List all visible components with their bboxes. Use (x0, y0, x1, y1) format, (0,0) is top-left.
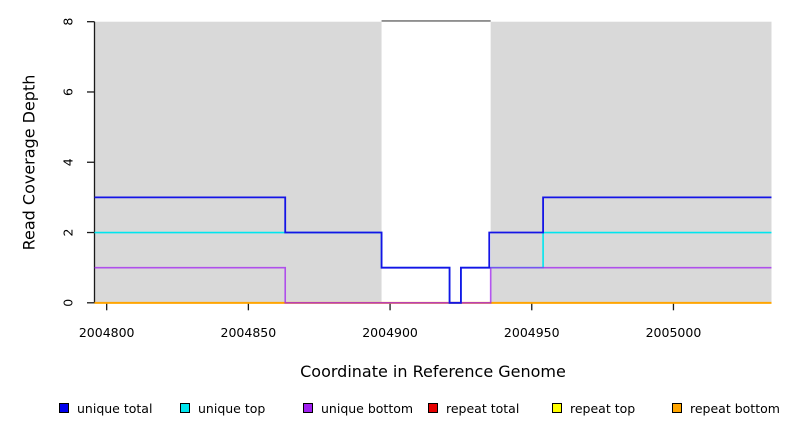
legend-label-repeat-total: repeat total (446, 400, 520, 416)
legend-item-unique-bottom: unique bottom (303, 398, 413, 418)
legend-label-unique-bottom: unique bottom (321, 400, 414, 416)
legend-item-unique-top: unique top (180, 398, 265, 418)
legend-label-repeat-bottom: repeat bottom (690, 400, 780, 416)
x-axis-title: Coordinate in Reference Genome (300, 362, 566, 381)
legend-swatch-unique-bottom (303, 403, 313, 413)
y-tick-label-4: 4 (61, 158, 76, 166)
legend-label-repeat-top: repeat top (570, 400, 636, 416)
x-tick-label-2004950: 2004950 (504, 325, 560, 340)
y-tick-label-0: 0 (61, 299, 76, 307)
shaded-region-right (490, 21, 772, 303)
y-tick-label-2: 2 (61, 229, 76, 237)
x-tick-label-2004900: 2004900 (362, 325, 418, 340)
x-tick-label-2004800: 2004800 (79, 325, 135, 340)
shaded-region-left (94, 21, 382, 303)
y-tick-label-8: 8 (61, 18, 76, 26)
series-line-unique-total (94, 196, 772, 304)
y-tick-label-6: 6 (61, 88, 76, 96)
legend-item-unique-total: unique total (59, 398, 152, 418)
legend-item-repeat-total: repeat total (428, 398, 519, 418)
legend-swatch-unique-top (180, 403, 190, 413)
x-tick-label-2005000: 2005000 (646, 325, 702, 340)
x-tick-label-2004850: 2004850 (221, 325, 277, 340)
y-axis-title: Read Coverage Depth (19, 74, 39, 251)
legend-label-unique-total: unique total (77, 400, 153, 416)
legend-item-repeat-bottom: repeat bottom (672, 398, 780, 418)
legend-item-repeat-top: repeat top (552, 398, 635, 418)
legend-swatch-repeat-total (428, 403, 438, 413)
legend-swatch-unique-total (59, 403, 69, 413)
series-line-unique-bottom (94, 266, 772, 304)
legend-label-unique-top: unique top (198, 400, 266, 416)
legend-swatch-repeat-top (552, 403, 562, 413)
legend-swatch-repeat-bottom (672, 403, 682, 413)
chart-legend: unique total unique top unique bottom repea… (0, 398, 792, 418)
